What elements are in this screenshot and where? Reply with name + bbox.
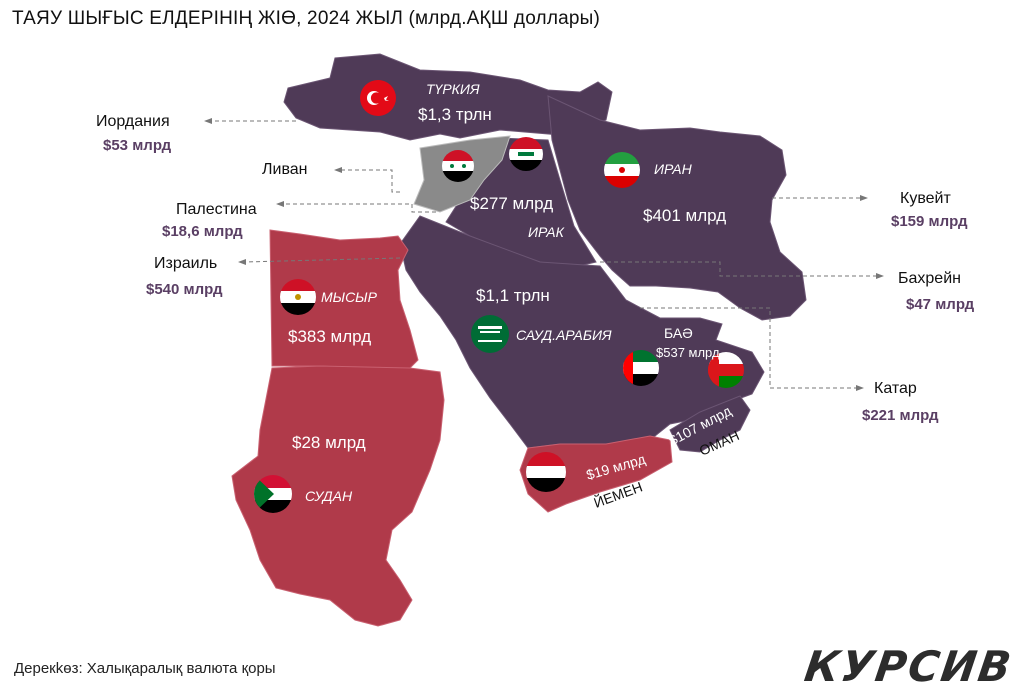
saudi-name: САУД.АРАБИЯ [516, 327, 612, 343]
bahrain-value: $47 млрд [906, 296, 975, 313]
sudan-value: $28 млрд [292, 433, 366, 452]
israel-name: Израиль [154, 255, 217, 272]
sudan-name: СУДАН [305, 488, 353, 504]
iran-shape[interactable] [547, 95, 807, 321]
turkey-name: ТҮРКИЯ [426, 81, 480, 97]
leader-lebanon [340, 169, 400, 193]
saudi-value: $1,1 трлн [476, 286, 550, 305]
jordan-name: Иордания [96, 113, 170, 130]
bahrain-name: Бахрейн [898, 270, 961, 287]
kuwait-name: Кувейт [900, 190, 951, 207]
sudan-flag-icon [254, 475, 292, 513]
egypt-flag-icon [280, 279, 316, 315]
iran-value: $401 млрд [643, 206, 726, 225]
uae-flag-icon [623, 350, 659, 386]
asia-regions [283, 53, 807, 453]
palestine-name: Палестина [176, 201, 257, 218]
leader-arrows [204, 118, 884, 391]
sudan-shape[interactable] [231, 365, 445, 627]
saudi-flag-icon [471, 315, 509, 353]
iraq-value: $277 млрд [470, 194, 553, 213]
oman-shape[interactable] [669, 395, 751, 453]
jordan-value: $53 млрд [103, 137, 172, 154]
kuwait-value: $159 млрд [891, 213, 968, 230]
egypt-name: МЫСЫР [321, 289, 378, 305]
oman-flag-icon [708, 352, 744, 388]
turkey-shape[interactable] [283, 53, 613, 141]
syria-flag-icon [442, 150, 474, 182]
lebanon-name: Ливан [262, 161, 308, 178]
qatar-name: Катар [874, 380, 917, 397]
israel-value: $540 млрд [146, 281, 223, 298]
turkey-flag-icon [360, 80, 396, 116]
iran-flag-icon [604, 152, 640, 188]
iran-name: ИРАН [654, 161, 693, 177]
leader-bahrain [600, 261, 878, 277]
uae-name: БАӘ [664, 325, 693, 341]
qatar-value: $221 млрд [862, 407, 939, 424]
iraq-flag-icon [509, 137, 543, 171]
leader-palestine [282, 203, 436, 213]
yemen-shape[interactable] [519, 435, 673, 513]
turkey-value: $1,3 трлн [418, 105, 492, 124]
africa-regions [231, 229, 673, 627]
iraq-name: ИРАК [528, 224, 565, 240]
yemen-flag-icon [526, 452, 566, 492]
source-note: Дерекkөз: Халықаралық валюта қоры [14, 660, 276, 677]
leader-israel [243, 257, 401, 263]
page-title: ТАЯУ ШЫҒЫС ЕЛДЕРІНІҢ ЖІӨ, 2024 ЖЫЛ (млрд… [12, 8, 601, 29]
leader-lines [210, 120, 878, 389]
palestine-value: $18,6 млрд [162, 223, 243, 240]
egypt-value: $383 млрд [288, 327, 371, 346]
brand-logo: КУРСИВ [801, 642, 1016, 691]
leader-qatar [640, 307, 858, 389]
uae-value: $537 млрд [656, 345, 720, 360]
